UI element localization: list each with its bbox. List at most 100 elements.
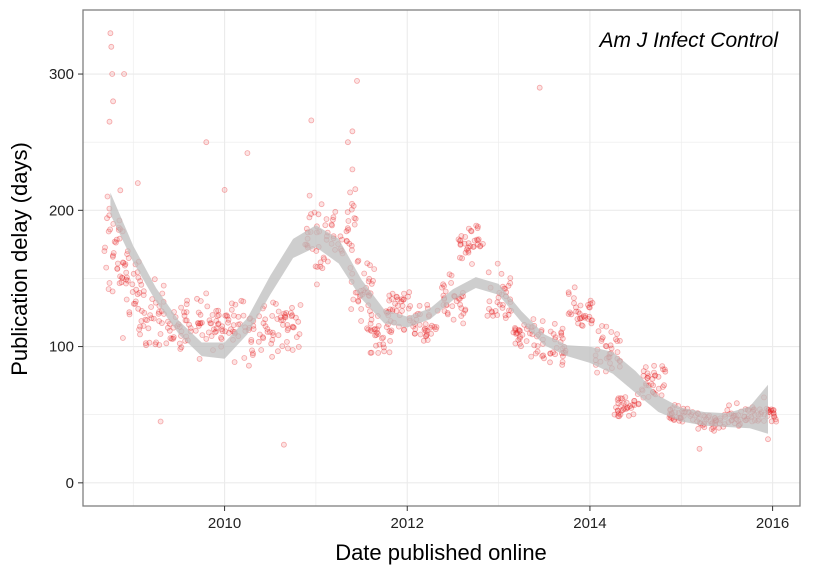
data-point	[770, 407, 776, 414]
data-point	[351, 221, 358, 228]
data-point	[496, 301, 503, 308]
data-point	[465, 249, 472, 256]
data-point	[618, 401, 625, 408]
data-point	[104, 193, 111, 200]
data-point	[399, 307, 405, 314]
data-point	[358, 306, 365, 312]
data-point	[110, 252, 116, 259]
data-point	[394, 302, 401, 309]
data-point	[249, 352, 256, 359]
data-point	[623, 399, 630, 406]
data-point	[256, 331, 263, 338]
data-point	[771, 413, 777, 420]
data-point	[160, 282, 167, 289]
data-point	[368, 316, 375, 323]
data-point	[197, 320, 204, 327]
data-point	[120, 335, 126, 341]
data-point	[494, 312, 501, 319]
data-point	[135, 274, 142, 281]
data-point	[371, 266, 378, 273]
data-point	[628, 405, 635, 411]
data-point	[135, 305, 142, 312]
data-point	[400, 296, 407, 303]
data-point	[228, 306, 235, 313]
data-point	[539, 353, 546, 360]
data-point	[152, 341, 159, 348]
data-point	[571, 300, 577, 307]
data-point	[313, 281, 320, 288]
data-point	[106, 118, 113, 125]
data-point	[585, 315, 591, 322]
data-point	[577, 315, 584, 322]
data-point	[505, 311, 512, 318]
data-point	[348, 206, 355, 213]
data-point	[101, 248, 108, 255]
data-point	[365, 326, 372, 333]
data-point	[547, 350, 554, 357]
data-point	[117, 273, 123, 280]
data-point	[565, 291, 572, 298]
data-point	[559, 361, 566, 368]
data-point	[618, 407, 625, 414]
data-point	[539, 318, 546, 325]
data-point	[386, 292, 393, 299]
data-point	[367, 262, 373, 269]
data-point	[622, 394, 629, 401]
data-point	[594, 369, 600, 376]
data-point	[368, 280, 375, 287]
data-point	[512, 340, 519, 347]
data-point	[146, 339, 153, 346]
data-point	[405, 293, 411, 300]
data-point	[393, 294, 400, 301]
data-point	[444, 309, 451, 316]
data-point	[355, 298, 362, 305]
data-point	[280, 441, 287, 448]
data-point	[288, 313, 295, 320]
data-point	[227, 326, 234, 333]
data-point	[210, 326, 217, 333]
data-point	[432, 326, 439, 333]
data-point	[655, 385, 662, 392]
data-point	[393, 293, 400, 300]
data-point	[614, 397, 621, 403]
data-point	[376, 341, 383, 348]
data-point	[166, 327, 173, 334]
data-point	[651, 362, 657, 369]
data-point	[724, 407, 731, 414]
data-point	[401, 290, 407, 297]
data-point	[114, 265, 121, 272]
data-point	[375, 349, 382, 356]
data-point	[255, 338, 262, 345]
data-point	[138, 307, 145, 314]
data-point	[407, 303, 414, 309]
data-point	[134, 291, 141, 298]
data-point	[120, 259, 127, 266]
data-point	[386, 328, 393, 335]
data-point	[398, 296, 405, 303]
data-point	[422, 321, 429, 328]
data-point	[422, 333, 429, 340]
data-point	[170, 334, 177, 341]
data-point	[296, 331, 303, 338]
data-point	[510, 329, 517, 336]
data-point	[244, 150, 251, 157]
data-point	[514, 330, 521, 336]
data-point	[389, 306, 396, 313]
data-point	[424, 337, 431, 344]
data-point	[394, 296, 401, 303]
data-point	[140, 292, 147, 299]
x-tick-label: 2012	[391, 515, 424, 532]
data-point	[358, 318, 365, 324]
data-point	[163, 340, 170, 347]
data-point	[129, 281, 136, 288]
data-point	[143, 342, 150, 349]
data-point	[260, 335, 267, 342]
data-point	[284, 327, 291, 334]
data-point	[347, 189, 354, 196]
data-point	[532, 350, 539, 357]
data-point	[349, 200, 355, 207]
data-point	[208, 333, 215, 340]
data-point	[289, 347, 296, 353]
data-point	[392, 300, 399, 307]
data-point	[275, 308, 282, 315]
